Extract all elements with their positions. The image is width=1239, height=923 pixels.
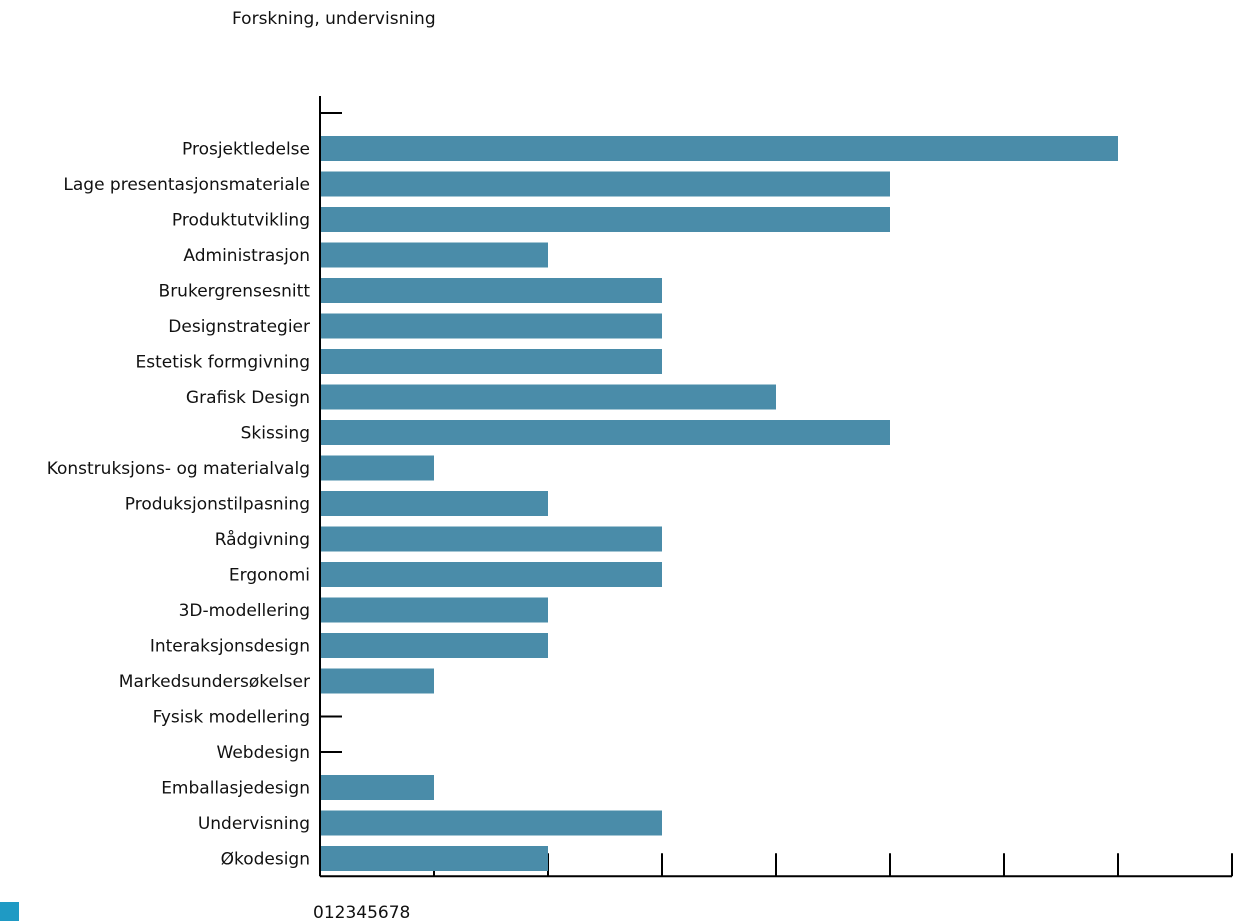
- bar: [321, 384, 776, 410]
- category-label: Grafisk Design: [186, 388, 310, 408]
- category-label: 3D-modellering: [179, 601, 310, 621]
- x-tick-labels: 012345678: [313, 903, 411, 923]
- category-label: Designstrategier: [168, 317, 310, 337]
- bar: [321, 242, 548, 268]
- category-label: Produksjonstilpasning: [125, 495, 310, 515]
- bar: [321, 349, 662, 374]
- bar: [321, 207, 890, 232]
- bar: [321, 633, 548, 658]
- bar: [321, 562, 662, 587]
- bar: [321, 846, 548, 871]
- category-label: Produktutvikling: [172, 211, 310, 231]
- category-label: Ergonomi: [229, 566, 310, 586]
- category-label: Konstruksjons- og materialvalg: [47, 459, 310, 479]
- category-label: Markedsundersøkelser: [119, 672, 310, 692]
- category-label: Interaksjonsdesign: [150, 637, 310, 657]
- bar: [321, 313, 662, 339]
- bar: [321, 420, 890, 445]
- category-label: Prosjektledelse: [182, 140, 310, 160]
- category-label: Undervisning: [198, 814, 310, 834]
- category-label: Webdesign: [217, 743, 310, 763]
- bar: [321, 171, 890, 197]
- bar: [321, 597, 548, 623]
- category-label: Fysisk modellering: [153, 708, 310, 728]
- bar: [321, 775, 434, 800]
- category-label: Administrasjon: [183, 246, 310, 266]
- bar: [321, 491, 548, 516]
- bar: [321, 810, 662, 836]
- category-label: Lage presentasjonsmateriale: [63, 175, 310, 195]
- bar: [321, 668, 434, 694]
- category-label: Emballasjedesign: [161, 779, 310, 799]
- legend-swatch: [0, 902, 19, 921]
- category-label: Økodesign: [221, 850, 310, 870]
- chart-title: Forskning, undervisning: [232, 9, 436, 29]
- bar: [321, 526, 662, 552]
- bar: [321, 455, 434, 481]
- bar: [321, 278, 662, 303]
- category-label: Brukergrensesnitt: [159, 282, 311, 302]
- category-label: Estetisk formgivning: [136, 353, 311, 373]
- category-label: Skissing: [241, 424, 310, 444]
- category-label: Rådgivning: [215, 529, 310, 550]
- bar: [321, 136, 1118, 161]
